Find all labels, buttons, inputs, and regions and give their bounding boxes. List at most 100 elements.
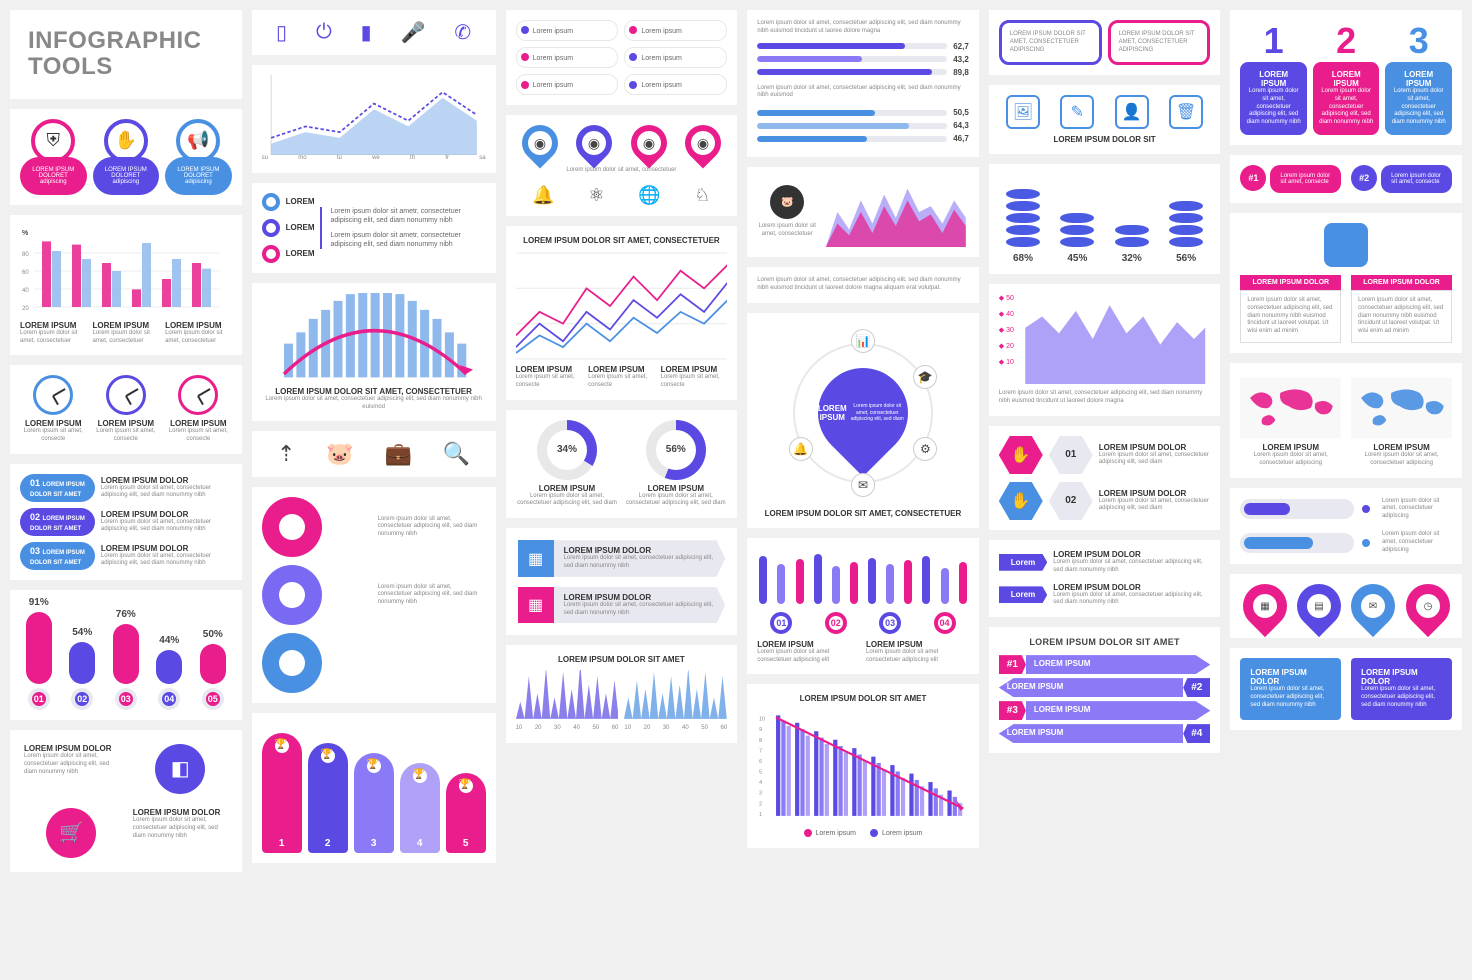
piggy-area: 🐷 Lorem ipsum dolor sit amet, consectetu… bbox=[747, 167, 979, 257]
bot-card: LOREM IPSUM DOLORLorem ipsum dolor sit a… bbox=[1240, 658, 1341, 719]
flow-col: LOREM IPSUM DOLORLorem ipsum dolor sit a… bbox=[1351, 275, 1452, 343]
x-label: mo bbox=[298, 155, 306, 163]
ring-item: LOREM bbox=[262, 219, 315, 237]
svg-text:80: 80 bbox=[22, 252, 29, 258]
mountain-card: ◆ 50◆ 40◆ 30◆ 20◆ 10 Lorem ipsum dolor s… bbox=[989, 284, 1221, 416]
hex-row: ✋01LOREM IPSUM DOLORLorem ipsum dolor si… bbox=[999, 436, 1211, 474]
svg-text:%: % bbox=[22, 230, 28, 237]
clock: Lorem ipsumLorem ipsum sit amet, consect… bbox=[93, 375, 160, 444]
line-cap: Lorem ipsumLorem ipsum sit amet, consect… bbox=[516, 365, 583, 390]
capsule: 🏆5 bbox=[446, 773, 486, 853]
grid-cell: LOREM IPSUM DOLORLorem ipsum dolor sit a… bbox=[20, 740, 123, 798]
slider: Lorem ipsum dolor sit amet, consectetuer… bbox=[1240, 531, 1452, 554]
ytick: ◆ 10 bbox=[999, 358, 1014, 366]
trash-icon: 🗑 bbox=[1169, 95, 1203, 129]
spark: 102030405060 bbox=[624, 670, 727, 733]
leg2: Lorem ipsum bbox=[870, 827, 922, 838]
card2: LOREM IPSUM DOLOR SIT AMET, CONSECTETUER… bbox=[1108, 20, 1211, 65]
grid-cell: 🛒 bbox=[20, 804, 123, 862]
orbit-cap: LOREM IPSUM DOLOR SIT AMET, CONSECTETUER bbox=[757, 509, 969, 518]
legend-item: Lorem ipsum bbox=[516, 47, 619, 68]
num-card: 3LOREM IPSUMLorem ipsum dolor sit amet, … bbox=[1385, 20, 1452, 135]
speech: #1Lorem ipsum dolor sit amet, consecte bbox=[1240, 165, 1341, 193]
capsules-card: 🏆1🏆2🏆3🏆4🏆5 bbox=[252, 713, 496, 863]
vb-sub1: Lorem ipsum dolor sit amet consectetuer … bbox=[757, 649, 860, 665]
step: 02 LOREM IPSUMDOLOR SIT AMETLOREM IPSUM … bbox=[20, 508, 232, 536]
flow-col: LOREM IPSUM DOLORLorem ipsum dolor sit a… bbox=[1240, 275, 1341, 343]
piggy-text: Lorem ipsum dolor sit amet, consectetuer bbox=[757, 223, 817, 239]
hex-card: ✋01LOREM IPSUM DOLORLorem ipsum dolor si… bbox=[989, 426, 1221, 530]
vbar bbox=[814, 554, 822, 604]
vbar bbox=[796, 559, 804, 604]
arc-chart: LOREM IPSUM DOLOR SIT AMET, CONSECTETUER… bbox=[252, 283, 496, 422]
cylinder: 56% bbox=[1169, 201, 1203, 264]
x-label: tu bbox=[337, 155, 342, 163]
vbars-card: 01020304 Lorem ipsumLorem ipsum dolor si… bbox=[747, 538, 979, 675]
atom-icon: ⚛ bbox=[588, 185, 604, 206]
chess-icon: ♘ bbox=[694, 185, 710, 206]
bar-cap: Lorem ipsumLorem ipsum dolor sit amet, c… bbox=[93, 321, 160, 346]
list-title: LOREM IPSUM DOLOR SIT AMET bbox=[999, 637, 1211, 647]
speech-row: #1Lorem ipsum dolor sit amet, consecte#2… bbox=[1230, 155, 1462, 203]
progress: 64,3 bbox=[757, 121, 969, 130]
ring-text: Lorem ipsum dolor sit ametr, consectetue… bbox=[330, 207, 485, 225]
progress: 89,8 bbox=[757, 68, 969, 77]
x-label: we bbox=[372, 155, 380, 163]
svg-text:5: 5 bbox=[759, 770, 762, 776]
pins-card: ▦▤✉◷ bbox=[1230, 574, 1462, 638]
ytick: ◆ 30 bbox=[999, 326, 1014, 334]
legend-item: Lorem ipsum bbox=[624, 20, 727, 41]
svg-text:60: 60 bbox=[22, 270, 29, 276]
mic-icon: 🎤 bbox=[401, 20, 426, 45]
vnum: 04 bbox=[934, 612, 956, 634]
ytick: ◆ 20 bbox=[999, 342, 1014, 350]
drop-cap: Lorem ipsum dolor sit amet, consectetuer bbox=[516, 167, 728, 175]
gear-text: Lorem ipsum dolor sit amet, consectetuer… bbox=[378, 584, 486, 607]
line-chart: LOREM IPSUM DOLOR SIT AMET, CONSECTETUER… bbox=[506, 226, 738, 400]
banner: ▦LOREM IPSUM DOLORLorem ipsum dolor sit … bbox=[518, 587, 726, 624]
image-icon: 🖼 bbox=[1006, 95, 1040, 129]
mount-svg bbox=[1020, 294, 1210, 384]
pct-bar: 54%02 bbox=[69, 627, 95, 710]
vbar bbox=[922, 556, 930, 604]
mail-icon: ✉ bbox=[851, 473, 875, 497]
pin: ◷ bbox=[1397, 575, 1459, 637]
progress: 46,7 bbox=[757, 134, 969, 143]
num-card: 2LOREM IPSUMLorem ipsum dolor sit amet, … bbox=[1313, 20, 1380, 135]
arrow-row: LoremLOREM IPSUM DOLORLorem ipsum dolor … bbox=[999, 550, 1211, 575]
orbit-card: LOREM IPSUM Lorem ipsum dolor sit amet, … bbox=[747, 313, 979, 528]
gears-card: Lorem ipsum dolor sit amet, consectetuer… bbox=[252, 487, 496, 703]
globe-icon: 🌐 bbox=[638, 185, 660, 206]
cylinders-card: 68%45%32%56% bbox=[989, 164, 1221, 274]
icon-row-2: ⇡🐷💼🔍 bbox=[252, 431, 496, 477]
list-arrow: #4LOREM IPSUM bbox=[999, 724, 1211, 743]
clock: Lorem ipsumLorem ipsum sit amet, consect… bbox=[20, 375, 87, 444]
ring-item: LOREM bbox=[262, 245, 315, 263]
leg2: Lorem ipsum bbox=[804, 827, 856, 838]
pin: ▦ bbox=[1233, 575, 1295, 637]
drop: ◉ bbox=[569, 118, 620, 169]
line-title: LOREM IPSUM DOLOR SIT AMET, CONSECTETUER bbox=[516, 236, 728, 245]
svg-text:2: 2 bbox=[759, 802, 762, 808]
x-label: su bbox=[262, 155, 268, 163]
drop: ◉ bbox=[514, 118, 565, 169]
bar-svg: %20406080 bbox=[20, 225, 220, 315]
search-icon: 🔍 bbox=[443, 441, 470, 467]
step: 03 LOREM IPSUMDOLOR SIT AMETLOREM IPSUM … bbox=[20, 542, 232, 570]
svg-text:4: 4 bbox=[759, 781, 762, 787]
legend-item: Lorem ipsum bbox=[516, 74, 619, 95]
piggy-icon: 🐷 bbox=[326, 441, 353, 467]
capsule: 🏆1 bbox=[262, 733, 302, 853]
maps-card: LOREM IPSUMLorem ipsum dolor sit amet, c… bbox=[1230, 363, 1462, 478]
svg-text:40: 40 bbox=[22, 288, 29, 294]
legend-grid: Lorem ipsumLorem ipsumLorem ipsumLorem i… bbox=[506, 10, 738, 105]
user-icon: 👤 bbox=[1115, 95, 1149, 129]
pct5-card: 91%0154%0276%0344%0450%05 bbox=[10, 590, 242, 720]
banners-card: ▦LOREM IPSUM DOLORLorem ipsum dolor sit … bbox=[506, 528, 738, 635]
orbit-sub: Lorem ipsum dolor sit amet, consectetuer… bbox=[847, 403, 908, 423]
bot-cards: LOREM IPSUM DOLORLorem ipsum dolor sit a… bbox=[1230, 648, 1462, 729]
grid-cell: ◧ bbox=[129, 740, 232, 798]
p1-text: Lorem ipsum dolor sit amet, consectetuer… bbox=[757, 20, 969, 36]
spark: 102030405060 bbox=[516, 670, 619, 733]
area-svg bbox=[262, 75, 486, 155]
